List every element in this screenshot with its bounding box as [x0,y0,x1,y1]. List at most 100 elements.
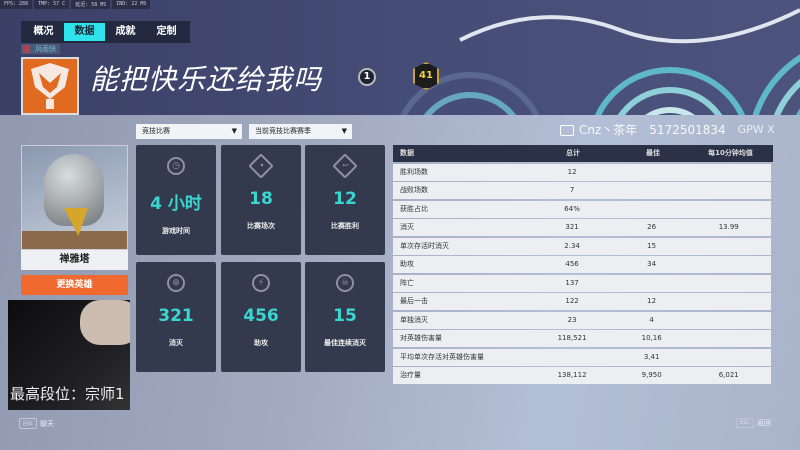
table-cell: 6,021 [718,371,739,379]
stat-label: 助攻 [254,339,268,347]
table-row: 获胜占比 64% [393,200,771,218]
table-cell: 23 [567,315,577,324]
player-portrait[interactable] [21,57,79,115]
stream-room-number: 5172501834 [649,122,726,137]
chevron-down-icon: ▼ [231,127,237,135]
table-cell: 消灭 [400,223,414,231]
table-cell [686,293,771,310]
season-dropdown[interactable]: 当前竞技比赛赛季 ▼ [249,124,352,139]
table-cell: 3,41 [643,352,660,361]
wave-banner-decoration [400,8,800,115]
table-row: 最后一击 122 12 [393,293,771,310]
stat-value: 321 [158,306,194,326]
table-cell: 胜利场数 [400,167,428,176]
table-cell: 456 [565,260,579,268]
table-cell: 34 [647,260,657,268]
table-cell: 获胜占比 [400,204,428,213]
table-row: 战败场数 7 [393,182,771,199]
table-cell [686,256,771,273]
table-row: 消灭 321 26 13.99 [393,219,771,236]
table-cell [527,349,617,366]
enter-key-icon: 回车 [19,418,38,429]
table-cell [686,164,771,181]
tab-overview[interactable]: 概况 [33,26,54,37]
hero-card: 禅雅塔 更换英雄 [21,145,128,295]
player-name: 能把快乐还给我吗 [90,63,323,96]
table-cell: 4 [649,315,654,324]
diamond-target-icon: • [248,153,274,179]
stats-table: 数据 总计 最佳 每10分钟均值 胜利场数 12 战败场数 7 获胜占比 64% 消灭 321… [393,145,773,384]
performance-hud: FPS: 288 TMP: 57 C 延迟: 58 MS IND: 22 MS [0,0,151,9]
table-row: 胜利场数 12 [393,163,771,181]
skull-icon: ☠ [336,274,354,292]
webcam-overlay: 最高段位：宗师1 [8,300,130,410]
table-cell: 阵亡 [400,278,414,287]
stream-team-name: GPW X [737,123,775,136]
season-dropdown-value: 当前竞技比赛赛季 [255,127,311,135]
clock-icon: ◷ [167,157,185,175]
table-cell: 对英雄伤害量 [400,334,442,342]
column-header: 最佳 [646,149,660,157]
table-row: 阵亡 137 [393,274,771,292]
chat-hint[interactable]: 回车 聊天 [19,418,54,429]
back-label: 返回 [756,419,771,427]
stat-tile-games-played: • 18 比赛场次 [221,145,301,255]
stat-tile-best-streak: ☠ 15 最佳连续消灭 [305,262,385,372]
tab-achievements[interactable]: 成就 [115,26,136,37]
table-row: 单次存活时消灭 2.34 15 [393,237,771,255]
table-cell: 12 [567,167,577,176]
tab-customize[interactable]: 定制 [156,26,177,37]
stat-label: 最佳连续消灭 [324,339,366,347]
table-cell [617,275,687,292]
stat-tile-assists: ⚡ 456 助攻 [221,262,301,372]
assist-icon: ⚡ [252,274,270,292]
stat-tile-eliminations: ⊕ 321 消灭 [136,262,216,372]
table-cell [686,349,771,366]
stat-value: 4 小时 [150,194,202,214]
profile-tabs: 概况 数据 成就 定制 [21,21,190,43]
table-cell [686,330,771,347]
table-cell: 64% [564,204,580,213]
table-cell: 122 [565,297,579,305]
stat-label: 游戏时间 [162,227,190,235]
stream-overlay-streamer: Cnz丶茶年 [560,121,637,138]
table-cell: 138,112 [557,371,587,379]
stat-value: 18 [249,189,273,209]
table-cell [617,164,687,181]
table-cell [686,182,771,199]
chevron-down-icon: ▼ [341,127,347,135]
change-hero-button[interactable]: 更换英雄 [21,275,128,295]
stat-tile-time-played: ◷ 4 小时游戏时间 [136,145,216,255]
table-row: 助攻 456 34 [393,256,771,273]
table-cell: 治疗量 [400,371,421,379]
tab-stats[interactable]: 数据 [64,23,105,41]
table-cell: 10,16 [641,334,662,342]
table-cell [617,182,687,199]
crosshair-icon: ⊕ [167,274,185,292]
back-hint[interactable]: ESC 返回 [736,418,771,428]
table-cell: 战败场数 [400,186,428,194]
table-cell [686,238,771,255]
temp-readout: TMP: 57 C [34,0,70,9]
stat-label: 比赛胜利 [331,222,359,230]
peak-rank-caption: 最高段位：宗师1 [10,385,125,403]
fps-readout: FPS: 288 [0,0,33,9]
player-level-badge: 41 [413,62,439,90]
table-cell: 最后一击 [400,297,428,305]
table-cell [686,201,771,218]
hero-name: 禅雅塔 [21,250,128,270]
column-header: 每10分钟均值 [708,149,753,157]
table-row: 平均单次存活对英雄伤害量 3,41 [393,348,771,366]
column-header: 数据 [400,149,414,157]
esc-key-icon: ESC [736,418,754,428]
grandmaster-emblem-icon [31,63,69,109]
table-cell: 9,950 [641,371,662,379]
stat-tile-games-won: ✓ 12 比赛胜利 [305,145,385,255]
stat-label: 比赛场次 [247,222,275,230]
club-tag: 风雨快 [21,44,60,54]
mode-dropdown[interactable]: 竞技比赛 ▼ [136,124,242,139]
club-name: 风雨快 [35,45,56,53]
diamond-check-icon: ✓ [332,153,358,179]
table-cell: 单独消灭 [400,315,428,324]
stat-value: 15 [333,306,357,326]
